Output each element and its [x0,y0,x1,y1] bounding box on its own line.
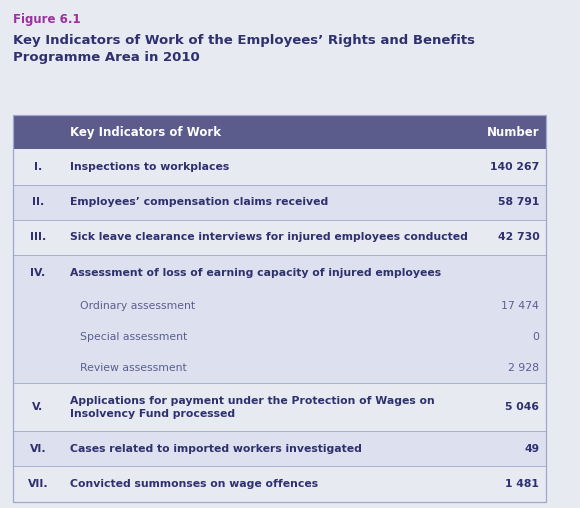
Text: 1 481: 1 481 [505,479,539,489]
Text: III.: III. [30,233,46,242]
Text: Sick leave clearance interviews for injured employees conducted: Sick leave clearance interviews for inju… [70,233,468,242]
FancyBboxPatch shape [13,255,546,290]
FancyBboxPatch shape [13,384,546,431]
Text: Key Indicators of Work: Key Indicators of Work [70,126,222,139]
Text: Convicted summonses on wage offences: Convicted summonses on wage offences [70,479,318,489]
Text: Cases related to imported workers investigated: Cases related to imported workers invest… [70,443,362,454]
Text: 2 928: 2 928 [508,363,539,373]
FancyBboxPatch shape [13,220,546,255]
FancyBboxPatch shape [13,115,546,149]
Text: Number: Number [487,126,539,139]
Text: 58 791: 58 791 [498,197,539,207]
Text: Inspections to workplaces: Inspections to workplaces [70,162,230,172]
Text: II.: II. [32,197,44,207]
Text: Assessment of loss of earning capacity of injured employees: Assessment of loss of earning capacity o… [70,268,441,278]
Text: I.: I. [34,162,42,172]
Text: 49: 49 [524,443,539,454]
FancyBboxPatch shape [13,353,546,384]
FancyBboxPatch shape [13,322,546,353]
FancyBboxPatch shape [13,290,546,322]
Text: Figure 6.1: Figure 6.1 [13,13,80,25]
Text: VI.: VI. [30,443,46,454]
Text: 42 730: 42 730 [498,233,539,242]
Text: Special assessment: Special assessment [80,332,187,342]
Text: V.: V. [32,402,44,412]
Text: Ordinary assessment: Ordinary assessment [80,301,195,311]
Text: Key Indicators of Work of the Employees’ Rights and Benefits
Programme Area in 2: Key Indicators of Work of the Employees’… [13,34,474,64]
FancyBboxPatch shape [13,466,546,501]
FancyBboxPatch shape [13,184,546,220]
Text: 5 046: 5 046 [505,402,539,412]
Text: 140 267: 140 267 [490,162,539,172]
Text: Employees’ compensation claims received: Employees’ compensation claims received [70,197,328,207]
Text: VII.: VII. [28,479,48,489]
FancyBboxPatch shape [13,431,546,466]
Text: IV.: IV. [30,268,46,278]
FancyBboxPatch shape [13,149,546,184]
Text: Review assessment: Review assessment [80,363,187,373]
Text: 17 474: 17 474 [502,301,539,311]
Text: Applications for payment under the Protection of Wages on
Insolvency Fund proces: Applications for payment under the Prote… [70,396,435,419]
Text: 0: 0 [532,332,539,342]
